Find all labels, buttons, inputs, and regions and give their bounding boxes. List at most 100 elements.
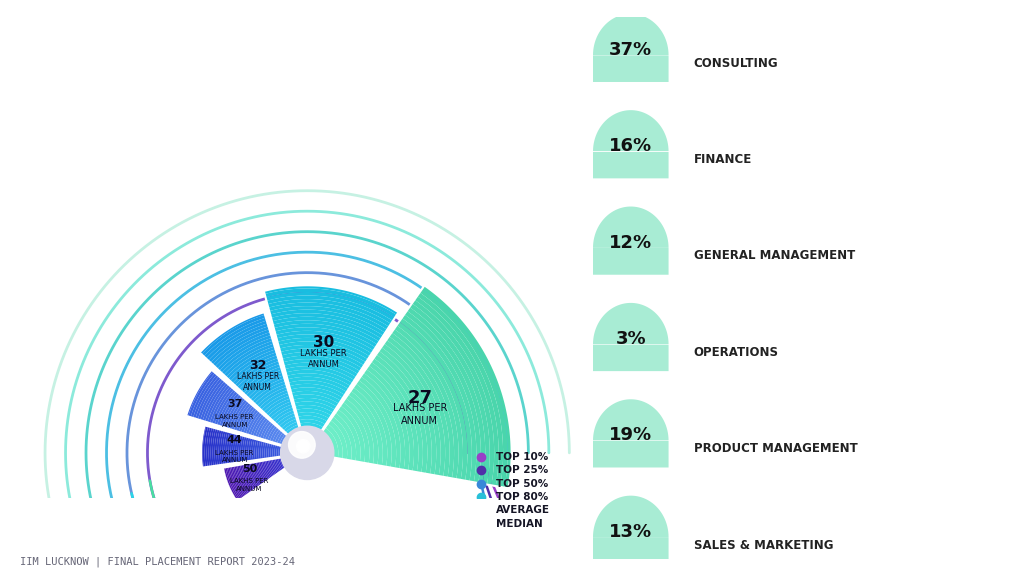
Polygon shape (289, 380, 347, 395)
Polygon shape (219, 338, 273, 373)
Polygon shape (242, 464, 254, 491)
Polygon shape (296, 408, 332, 419)
Polygon shape (202, 314, 266, 357)
Polygon shape (268, 401, 292, 418)
Polygon shape (298, 416, 328, 425)
Polygon shape (210, 326, 269, 365)
Polygon shape (267, 426, 278, 441)
Polygon shape (232, 434, 238, 463)
Text: LAKHS PER
ANNUM: LAKHS PER ANNUM (237, 372, 279, 392)
Polygon shape (401, 314, 476, 482)
Polygon shape (420, 289, 508, 488)
Polygon shape (293, 398, 337, 410)
Polygon shape (240, 364, 281, 392)
Polygon shape (264, 442, 268, 459)
Polygon shape (266, 295, 393, 324)
Polygon shape (244, 409, 259, 434)
Text: OPERATIONS: OPERATIONS (694, 346, 779, 359)
Polygon shape (258, 419, 270, 438)
Polygon shape (376, 351, 432, 475)
Polygon shape (285, 366, 354, 383)
Polygon shape (190, 373, 217, 418)
Text: 30: 30 (312, 335, 334, 350)
Text: 27: 27 (408, 389, 432, 407)
Polygon shape (260, 461, 269, 480)
Polygon shape (252, 381, 286, 404)
Polygon shape (225, 467, 241, 501)
Polygon shape (230, 353, 278, 383)
Polygon shape (265, 424, 275, 441)
Polygon shape (272, 444, 275, 458)
Polygon shape (275, 458, 282, 472)
Polygon shape (223, 344, 274, 377)
Polygon shape (593, 496, 669, 564)
Polygon shape (222, 431, 227, 465)
Polygon shape (259, 461, 268, 481)
Polygon shape (246, 373, 284, 397)
Polygon shape (276, 445, 280, 457)
Polygon shape (229, 466, 244, 498)
Circle shape (289, 431, 315, 458)
Polygon shape (410, 304, 489, 484)
Polygon shape (343, 398, 374, 464)
Polygon shape (264, 289, 396, 318)
Polygon shape (360, 373, 406, 470)
Text: 32: 32 (249, 359, 266, 372)
Polygon shape (263, 460, 272, 478)
Polygon shape (282, 352, 362, 372)
Polygon shape (350, 387, 387, 467)
Polygon shape (276, 432, 286, 444)
Polygon shape (250, 463, 261, 486)
Polygon shape (234, 465, 248, 495)
Polygon shape (248, 376, 285, 400)
Polygon shape (271, 313, 383, 339)
Text: LAKHS PER
ANNUM: LAKHS PER ANNUM (215, 450, 254, 463)
Polygon shape (264, 285, 398, 315)
Polygon shape (275, 331, 374, 354)
Polygon shape (381, 343, 440, 476)
Polygon shape (193, 374, 219, 419)
Polygon shape (215, 332, 271, 369)
Polygon shape (262, 441, 266, 459)
Polygon shape (422, 285, 512, 488)
Polygon shape (269, 459, 276, 475)
Polygon shape (364, 369, 410, 471)
Polygon shape (248, 412, 262, 435)
Text: TOP 25%: TOP 25% (496, 465, 548, 475)
Polygon shape (265, 292, 395, 321)
Polygon shape (261, 393, 290, 412)
Polygon shape (238, 465, 250, 494)
Polygon shape (284, 363, 356, 380)
Polygon shape (384, 340, 445, 477)
Polygon shape (366, 365, 414, 471)
Polygon shape (286, 425, 299, 435)
Polygon shape (200, 380, 224, 421)
Polygon shape (399, 318, 472, 482)
Polygon shape (593, 14, 669, 82)
Text: LAKHS PER
ANNUM: LAKHS PER ANNUM (230, 478, 268, 492)
Text: IIM LUCKNOW | FINAL PLACEMENT REPORT 2023-24: IIM LUCKNOW | FINAL PLACEMENT REPORT 202… (20, 557, 296, 567)
Polygon shape (253, 416, 266, 437)
Polygon shape (290, 384, 345, 398)
Polygon shape (205, 426, 210, 467)
Polygon shape (263, 396, 291, 414)
Polygon shape (210, 386, 232, 424)
Polygon shape (269, 306, 387, 333)
Polygon shape (253, 439, 256, 460)
Polygon shape (276, 458, 283, 471)
Polygon shape (295, 405, 333, 416)
Polygon shape (260, 420, 272, 439)
Polygon shape (278, 338, 370, 359)
Polygon shape (335, 409, 360, 462)
Polygon shape (262, 461, 270, 479)
Polygon shape (224, 467, 240, 501)
Polygon shape (338, 406, 365, 463)
Polygon shape (241, 407, 257, 433)
Polygon shape (286, 370, 352, 386)
Polygon shape (217, 335, 272, 371)
Polygon shape (274, 430, 284, 444)
Polygon shape (237, 435, 241, 463)
Polygon shape (208, 323, 268, 363)
Polygon shape (228, 350, 276, 381)
Polygon shape (255, 462, 265, 483)
